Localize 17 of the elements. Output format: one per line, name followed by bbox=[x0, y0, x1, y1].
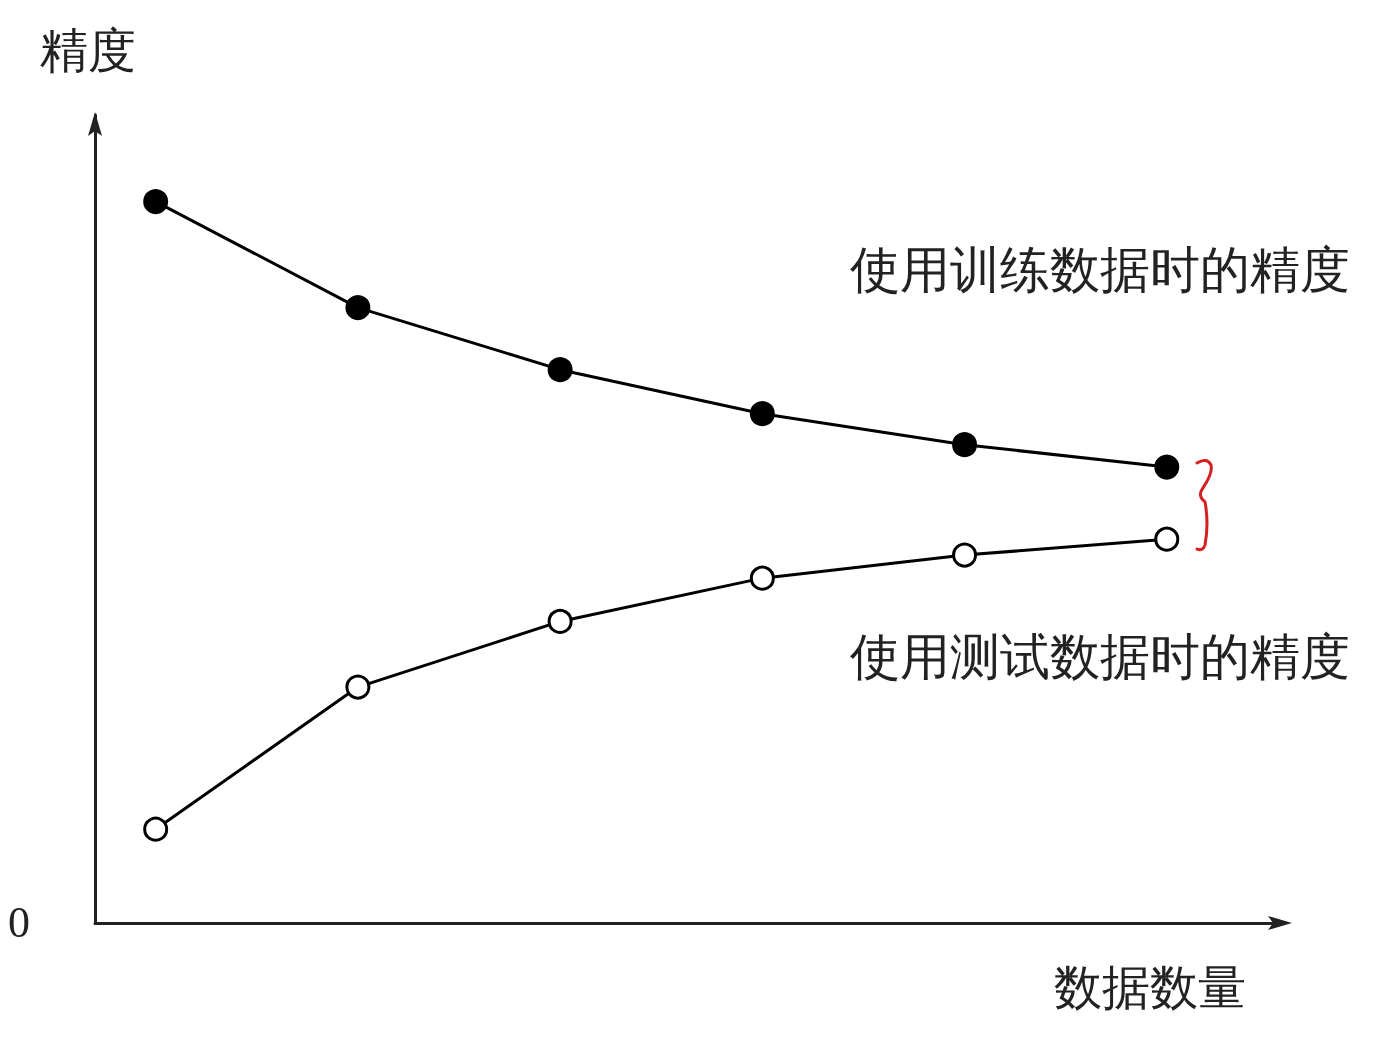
text: 使用训练数据时的精度 bbox=[850, 242, 1350, 298]
point bbox=[749, 401, 775, 427]
point bbox=[345, 674, 371, 700]
point bbox=[1154, 526, 1180, 552]
point bbox=[749, 565, 775, 591]
point bbox=[952, 542, 978, 568]
point bbox=[143, 816, 169, 842]
y-axis-title: 精度 bbox=[40, 23, 136, 77]
point bbox=[1154, 454, 1180, 480]
point bbox=[952, 432, 978, 458]
series-label: 使用测试数据时的精度 bbox=[850, 629, 1350, 685]
x-axis-title: 数据数量 bbox=[1054, 960, 1246, 1014]
point bbox=[547, 357, 573, 383]
text: 0 bbox=[8, 897, 30, 947]
point bbox=[143, 189, 169, 215]
point bbox=[345, 295, 371, 321]
point bbox=[547, 608, 573, 634]
